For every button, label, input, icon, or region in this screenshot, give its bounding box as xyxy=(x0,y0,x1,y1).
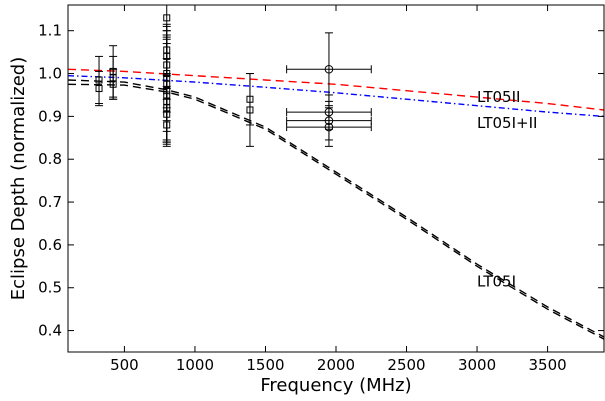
y-tick-label-5: 0.9 xyxy=(38,107,62,125)
square-point-9 xyxy=(163,70,171,78)
x-tick-label-6: 3500 xyxy=(528,356,566,374)
y-tick-label-6: 1.0 xyxy=(38,65,62,83)
series-line-3 xyxy=(67,83,605,340)
series-line-0 xyxy=(67,68,605,111)
x-axis-label: Frequency (MHz) xyxy=(260,375,411,396)
square-point-17 xyxy=(163,121,171,129)
y-tick-label-1: 0.5 xyxy=(38,279,62,297)
square-point-18 xyxy=(246,95,254,103)
square-point-12 xyxy=(163,87,171,95)
series-line-2 xyxy=(67,79,605,338)
data-markers xyxy=(95,14,334,132)
square-point-16 xyxy=(163,110,171,118)
square-point-1 xyxy=(95,85,103,93)
series-line-1 xyxy=(67,75,605,118)
y-tick-label-3: 0.7 xyxy=(38,193,62,211)
y-tick-label-0: 0.4 xyxy=(38,322,62,340)
y-axis-ticks: 0.4 0.5 0.6 0.7 0.8 0.9 1.0 1.1 xyxy=(38,22,604,340)
circle-point-2 xyxy=(324,116,334,125)
square-point-7 xyxy=(163,52,171,60)
y-tick-label-2: 0.6 xyxy=(38,236,62,254)
model-curves xyxy=(67,68,605,340)
circle-point-1 xyxy=(324,107,334,117)
x-tick-label-2: 1500 xyxy=(246,356,284,374)
x-tick-label-5: 3000 xyxy=(458,356,496,374)
square-point-5 xyxy=(163,14,171,22)
annotation-lt05ii: LT05II xyxy=(477,88,520,106)
annotation-lt05i: LT05I xyxy=(477,272,516,290)
annotation-lt05i-ii: LT05I+II xyxy=(477,114,537,132)
x-tick-label-1: 1000 xyxy=(176,356,214,374)
x-axis-ticks: 500 1000 1500 2000 2500 3000 3500 xyxy=(110,5,567,374)
error-bars xyxy=(95,4,372,147)
circle-point-3 xyxy=(324,122,334,132)
circle-point-0 xyxy=(324,64,334,74)
y-axis-label: Eclipse Depth (normalized) xyxy=(8,57,29,300)
square-point-4 xyxy=(109,80,117,88)
square-point-8 xyxy=(163,61,171,69)
square-point-19 xyxy=(246,106,254,114)
y-tick-label-7: 1.1 xyxy=(38,22,62,40)
curve-annotations: LT05II LT05I+II LT05I xyxy=(477,88,537,290)
x-tick-label-0: 500 xyxy=(110,356,139,374)
y-tick-label-4: 0.8 xyxy=(38,150,62,168)
x-tick-label-3: 2000 xyxy=(317,356,355,374)
x-tick-label-4: 2500 xyxy=(387,356,425,374)
square-point-0 xyxy=(95,76,103,84)
plot-frame xyxy=(67,4,605,353)
